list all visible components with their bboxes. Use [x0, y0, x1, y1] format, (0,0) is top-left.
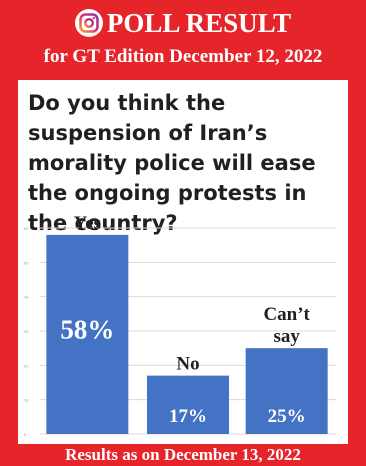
category-label: say	[273, 326, 300, 347]
poll-header: POLL RESULT for GT Edition December 12, …	[0, 0, 366, 78]
y-tick-label: 10	[24, 398, 29, 403]
y-tick-label: 30	[24, 329, 29, 334]
poll-question: Do you think the suspension of Iran’s mo…	[28, 91, 316, 235]
poll-panel: Do you think the suspension of Iran’s mo…	[18, 80, 348, 444]
data-label: 25%	[268, 406, 306, 427]
bar-1	[147, 375, 229, 434]
page-subtitle: for GT Edition December 12, 2022	[43, 46, 323, 67]
y-tick-label: 20	[24, 363, 29, 368]
instagram-icon	[74, 9, 103, 37]
page-title: POLL RESULT	[106, 7, 292, 38]
bar-0	[46, 234, 129, 434]
y-tick-label: 0	[24, 432, 27, 437]
data-label: 17%	[169, 406, 207, 427]
bar-2	[245, 348, 328, 434]
data-label: 58%	[60, 314, 114, 344]
category-label: Can’t	[263, 304, 310, 325]
category-label: No	[176, 354, 199, 375]
category-label: Yes	[74, 216, 101, 234]
y-tick-label: 50	[24, 260, 29, 265]
title-row: POLL RESULT	[0, 6, 366, 40]
results-date: Results as on December 13, 2022	[65, 445, 301, 464]
y-tick-label: 60	[24, 226, 29, 231]
y-tick-label: 40	[24, 295, 29, 300]
